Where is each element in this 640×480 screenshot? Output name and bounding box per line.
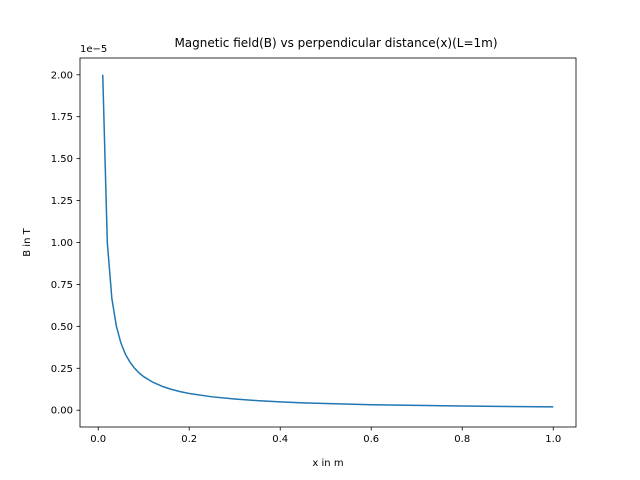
y-tick-label: 1.25 bbox=[51, 196, 73, 207]
chart-title: Magnetic field(B) vs perpendicular dista… bbox=[174, 36, 497, 50]
y-tick-label: 0.25 bbox=[51, 364, 73, 375]
y-offset-label: 1e−5 bbox=[80, 44, 107, 55]
x-tick-label: 1.0 bbox=[545, 434, 561, 445]
x-tick-label: 0.4 bbox=[272, 434, 288, 445]
y-tick-label: 0.75 bbox=[51, 280, 73, 291]
x-axis-label: x in m bbox=[312, 458, 343, 469]
x-tick-label: 0.0 bbox=[90, 434, 106, 445]
y-axis-label: B in T bbox=[22, 227, 33, 256]
series-line bbox=[102, 74, 554, 408]
y-tick-label: 0.50 bbox=[51, 322, 73, 333]
x-tick-label: 0.8 bbox=[454, 434, 470, 445]
plot-layer bbox=[102, 74, 554, 408]
y-tick-label: 1.00 bbox=[51, 238, 73, 249]
y-tick-label: 2.00 bbox=[51, 70, 73, 81]
x-tick-label: 0.2 bbox=[181, 434, 197, 445]
y-tick-label: 1.75 bbox=[51, 112, 73, 123]
ticks-layer: 0.0 0.2 0.4 0.6 0.8 1.0 0.00 0.25 0.50 0.75 1.00 1.… bbox=[51, 70, 561, 445]
y-tick-label: 0.00 bbox=[51, 406, 73, 417]
x-tick-label: 0.6 bbox=[363, 434, 379, 445]
y-tick-label: 1.50 bbox=[51, 154, 73, 165]
